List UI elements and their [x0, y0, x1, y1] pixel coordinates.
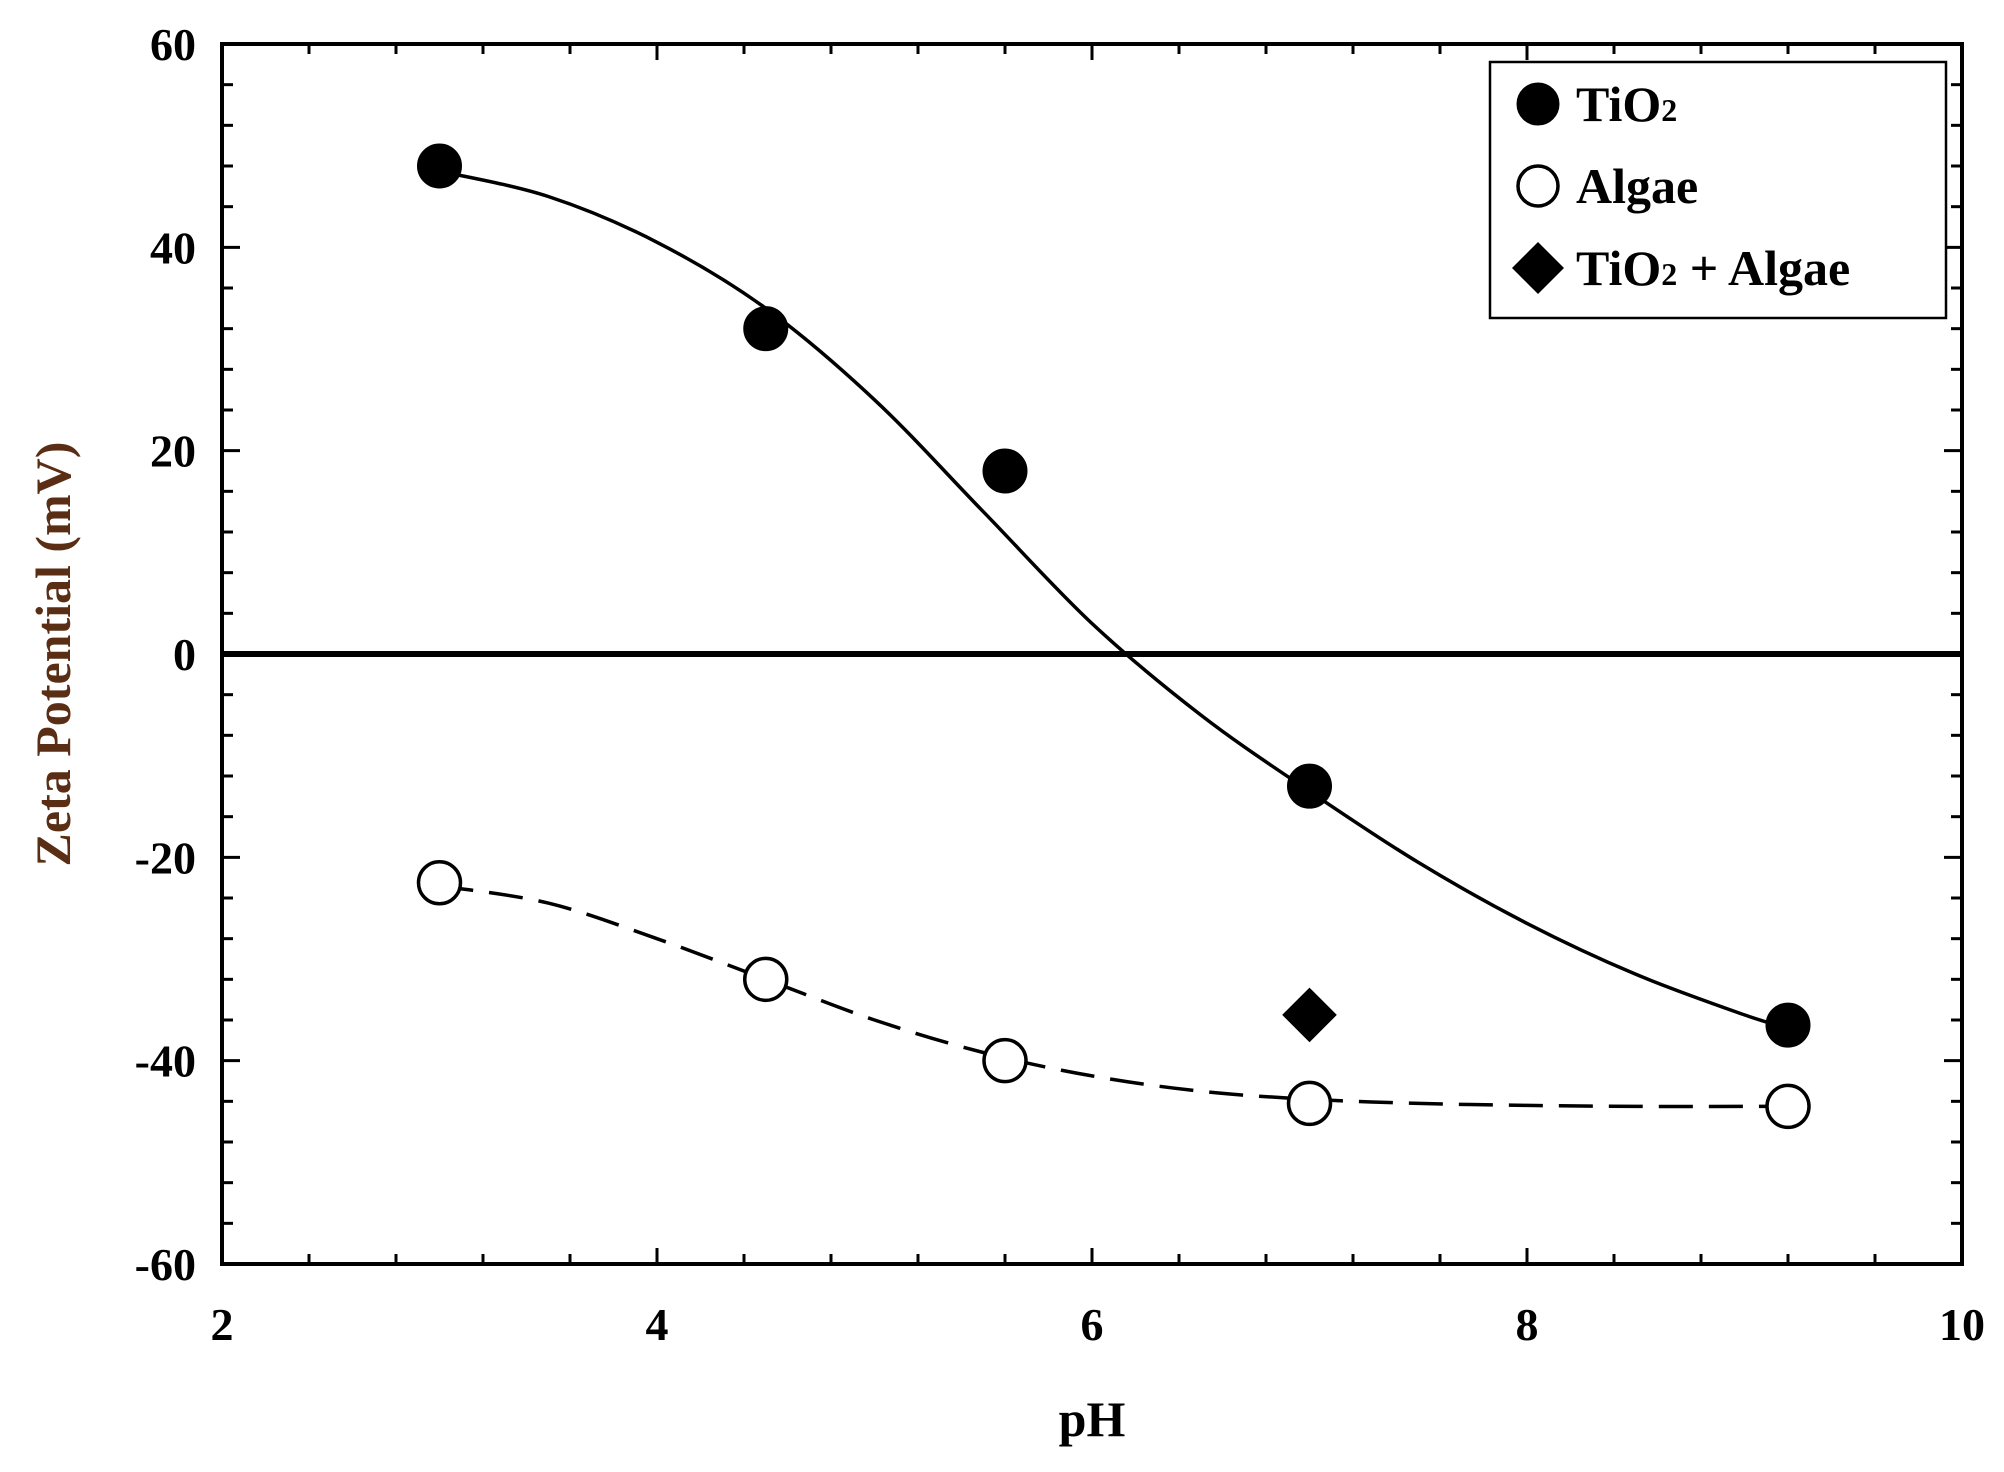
x-tick-label: 8	[1516, 1299, 1539, 1350]
tio2-fit-curve	[439, 169, 1789, 1030]
algae-point	[1765, 1083, 1811, 1130]
algae-point	[1286, 1080, 1333, 1127]
x-tick-label: 2	[211, 1299, 234, 1350]
x-axis-title: pH	[1059, 1391, 1126, 1447]
axes: 2 4 6 8 10 -60 -40 -20 0 20 40 60	[135, 19, 1985, 1350]
tio2-algae-point	[1282, 987, 1337, 1043]
y-tick-label: 40	[150, 222, 196, 273]
y-tick-label: 20	[150, 426, 196, 477]
tio2-point	[1765, 1002, 1811, 1048]
fit-curves	[439, 169, 1789, 1109]
tio2-algae-legend-marker	[1512, 242, 1564, 294]
x-tick-label: 10	[1939, 1299, 1985, 1350]
algae-point	[743, 956, 789, 1003]
legend-label-rest: + Algae	[1677, 240, 1850, 296]
y-tick-label: -20	[135, 832, 196, 883]
algae-fit-curve	[439, 884, 1788, 1109]
x-tick-label: 6	[1081, 1299, 1104, 1350]
tio2-legend-label: TiO2	[1576, 76, 1677, 132]
legend-label-main: Algae	[1576, 158, 1698, 214]
y-tick-label: 60	[150, 19, 196, 70]
algae-point	[982, 1037, 1028, 1084]
algae-legend-label: Algae	[1576, 158, 1698, 214]
legend-box	[1488, 60, 1948, 320]
x-tick-label: 4	[646, 1299, 669, 1350]
tio2-algae-legend-label: TiO2 + Algae	[1576, 240, 1850, 296]
tio2-point	[982, 448, 1028, 494]
tio2-point	[743, 306, 789, 352]
algae-point	[416, 860, 463, 906]
tio2-legend-marker	[1516, 82, 1560, 126]
legend-label-main: TiO	[1576, 240, 1661, 296]
y-tick-label: 0	[173, 629, 196, 680]
y-tick-label: -60	[135, 1239, 196, 1290]
data-markers	[416, 143, 1811, 1130]
legend-label-subscript: 2	[1661, 256, 1677, 292]
tio2-point	[1287, 763, 1332, 809]
y-tick-label: -40	[135, 1036, 196, 1087]
y-axis-title: Zeta Potential (mV)	[25, 442, 81, 867]
legend-label-main: TiO	[1576, 76, 1661, 132]
algae-legend-marker	[1516, 164, 1560, 208]
legend-label-subscript: 2	[1661, 92, 1677, 128]
tio2-point	[417, 143, 462, 189]
